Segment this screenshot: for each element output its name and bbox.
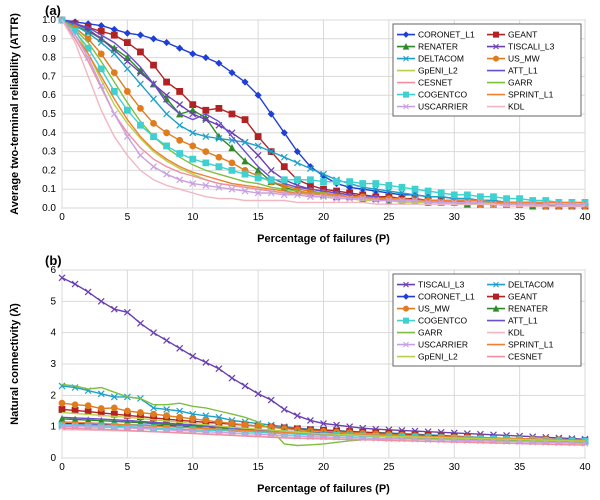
svg-text:0.6: 0.6 bbox=[42, 90, 56, 101]
svg-text:25: 25 bbox=[383, 212, 395, 223]
svg-text:TISCALI_L3: TISCALI_L3 bbox=[418, 280, 465, 290]
svg-text:15: 15 bbox=[253, 462, 265, 473]
svg-text:US_MW: US_MW bbox=[508, 54, 540, 64]
svg-text:USCARRIER: USCARRIER bbox=[418, 102, 468, 112]
svg-text:3: 3 bbox=[50, 359, 56, 370]
svg-text:0: 0 bbox=[59, 462, 65, 473]
svg-text:0.8: 0.8 bbox=[42, 53, 56, 64]
svg-text:35: 35 bbox=[514, 462, 526, 473]
svg-text:KDL: KDL bbox=[508, 328, 525, 338]
svg-text:GpENI_L2: GpENI_L2 bbox=[418, 66, 458, 76]
panel-a: (a) 0 5 10 15 20 25 30 35 40 0.0 0.1 0.2 0.3 0.4 0.5 0.… bbox=[0, 0, 600, 250]
svg-text:25: 25 bbox=[383, 462, 395, 473]
svg-text:US_MW: US_MW bbox=[418, 304, 450, 314]
svg-text:Percentage of failures (P): Percentage of failures (P) bbox=[257, 483, 390, 495]
svg-text:30: 30 bbox=[449, 462, 461, 473]
chart-b: 05101520253035400123456Percentage of fai… bbox=[0, 250, 600, 500]
svg-text:1: 1 bbox=[50, 422, 56, 433]
svg-text:GARR: GARR bbox=[418, 328, 443, 338]
svg-text:SPRINT_L1: SPRINT_L1 bbox=[508, 340, 554, 350]
svg-text:0.1: 0.1 bbox=[42, 184, 56, 195]
panel-b: (b) 05101520253035400123456Percentage of… bbox=[0, 250, 600, 500]
page: { "figure": { "width": 600, "height": 50… bbox=[0, 0, 600, 500]
svg-text:COGENTCO: COGENTCO bbox=[418, 316, 468, 326]
chart-a: 0 5 10 15 20 25 30 35 40 0.0 0.1 0.2 0.3 0.4 0.5 0.6 0.7… bbox=[0, 0, 600, 250]
svg-text:GEANT: GEANT bbox=[508, 292, 537, 302]
svg-text:DELTACOM: DELTACOM bbox=[508, 280, 554, 290]
svg-text:TISCALI_L3: TISCALI_L3 bbox=[508, 42, 555, 52]
svg-text:0.0: 0.0 bbox=[42, 203, 56, 214]
svg-text:KDL: KDL bbox=[508, 102, 525, 112]
svg-text:0.7: 0.7 bbox=[42, 71, 56, 82]
svg-text:GARR: GARR bbox=[508, 78, 533, 88]
svg-text:35: 35 bbox=[514, 212, 526, 223]
svg-text:5: 5 bbox=[125, 212, 131, 223]
svg-text:CORONET_L1: CORONET_L1 bbox=[418, 30, 475, 40]
svg-text:SPRINT_L1: SPRINT_L1 bbox=[508, 90, 554, 100]
panel-a-label: (a) bbox=[45, 3, 61, 18]
svg-text:40: 40 bbox=[579, 212, 591, 223]
svg-text:RENATER: RENATER bbox=[418, 42, 458, 52]
svg-text:0.3: 0.3 bbox=[42, 147, 56, 158]
svg-text:0: 0 bbox=[59, 212, 65, 223]
svg-text:10: 10 bbox=[187, 212, 199, 223]
svg-text:2: 2 bbox=[50, 390, 56, 401]
svg-text:15: 15 bbox=[253, 212, 265, 223]
svg-text:CESNET: CESNET bbox=[508, 352, 542, 362]
svg-text:30: 30 bbox=[449, 212, 461, 223]
svg-text:USCARRIER: USCARRIER bbox=[418, 340, 468, 350]
svg-text:5: 5 bbox=[50, 296, 56, 307]
svg-text:GEANT: GEANT bbox=[508, 30, 537, 40]
svg-text:ATT_L1: ATT_L1 bbox=[508, 316, 538, 326]
panel-b-label: (b) bbox=[45, 253, 62, 268]
svg-text:10: 10 bbox=[187, 462, 199, 473]
svg-text:40: 40 bbox=[579, 462, 591, 473]
svg-text:0.4: 0.4 bbox=[42, 128, 56, 139]
svg-text:CESNET: CESNET bbox=[418, 78, 452, 88]
svg-text:Natural connectivity (λ̄): Natural connectivity (λ̄) bbox=[9, 303, 21, 425]
svg-text:4: 4 bbox=[50, 328, 56, 339]
svg-text:COGENTCO: COGENTCO bbox=[418, 90, 468, 100]
svg-text:0.5: 0.5 bbox=[42, 109, 56, 120]
svg-text:5: 5 bbox=[125, 462, 131, 473]
svg-text:Average two-terminal reliabili: Average two-terminal reliability (ATTR) bbox=[9, 13, 21, 215]
svg-text:GpENI_L2: GpENI_L2 bbox=[418, 352, 458, 362]
svg-text:RENATER: RENATER bbox=[508, 304, 548, 314]
svg-text:0.9: 0.9 bbox=[42, 34, 56, 45]
svg-text:CORONET_L1: CORONET_L1 bbox=[418, 292, 475, 302]
svg-text:0: 0 bbox=[50, 453, 56, 464]
svg-text:DELTACOM: DELTACOM bbox=[418, 54, 464, 64]
svg-text:20: 20 bbox=[318, 212, 330, 223]
svg-text:20: 20 bbox=[318, 462, 330, 473]
svg-text:Percentage of failures (P): Percentage of failures (P) bbox=[257, 233, 390, 245]
svg-text:0.2: 0.2 bbox=[42, 165, 56, 176]
svg-text:ATT_L1: ATT_L1 bbox=[508, 66, 538, 76]
